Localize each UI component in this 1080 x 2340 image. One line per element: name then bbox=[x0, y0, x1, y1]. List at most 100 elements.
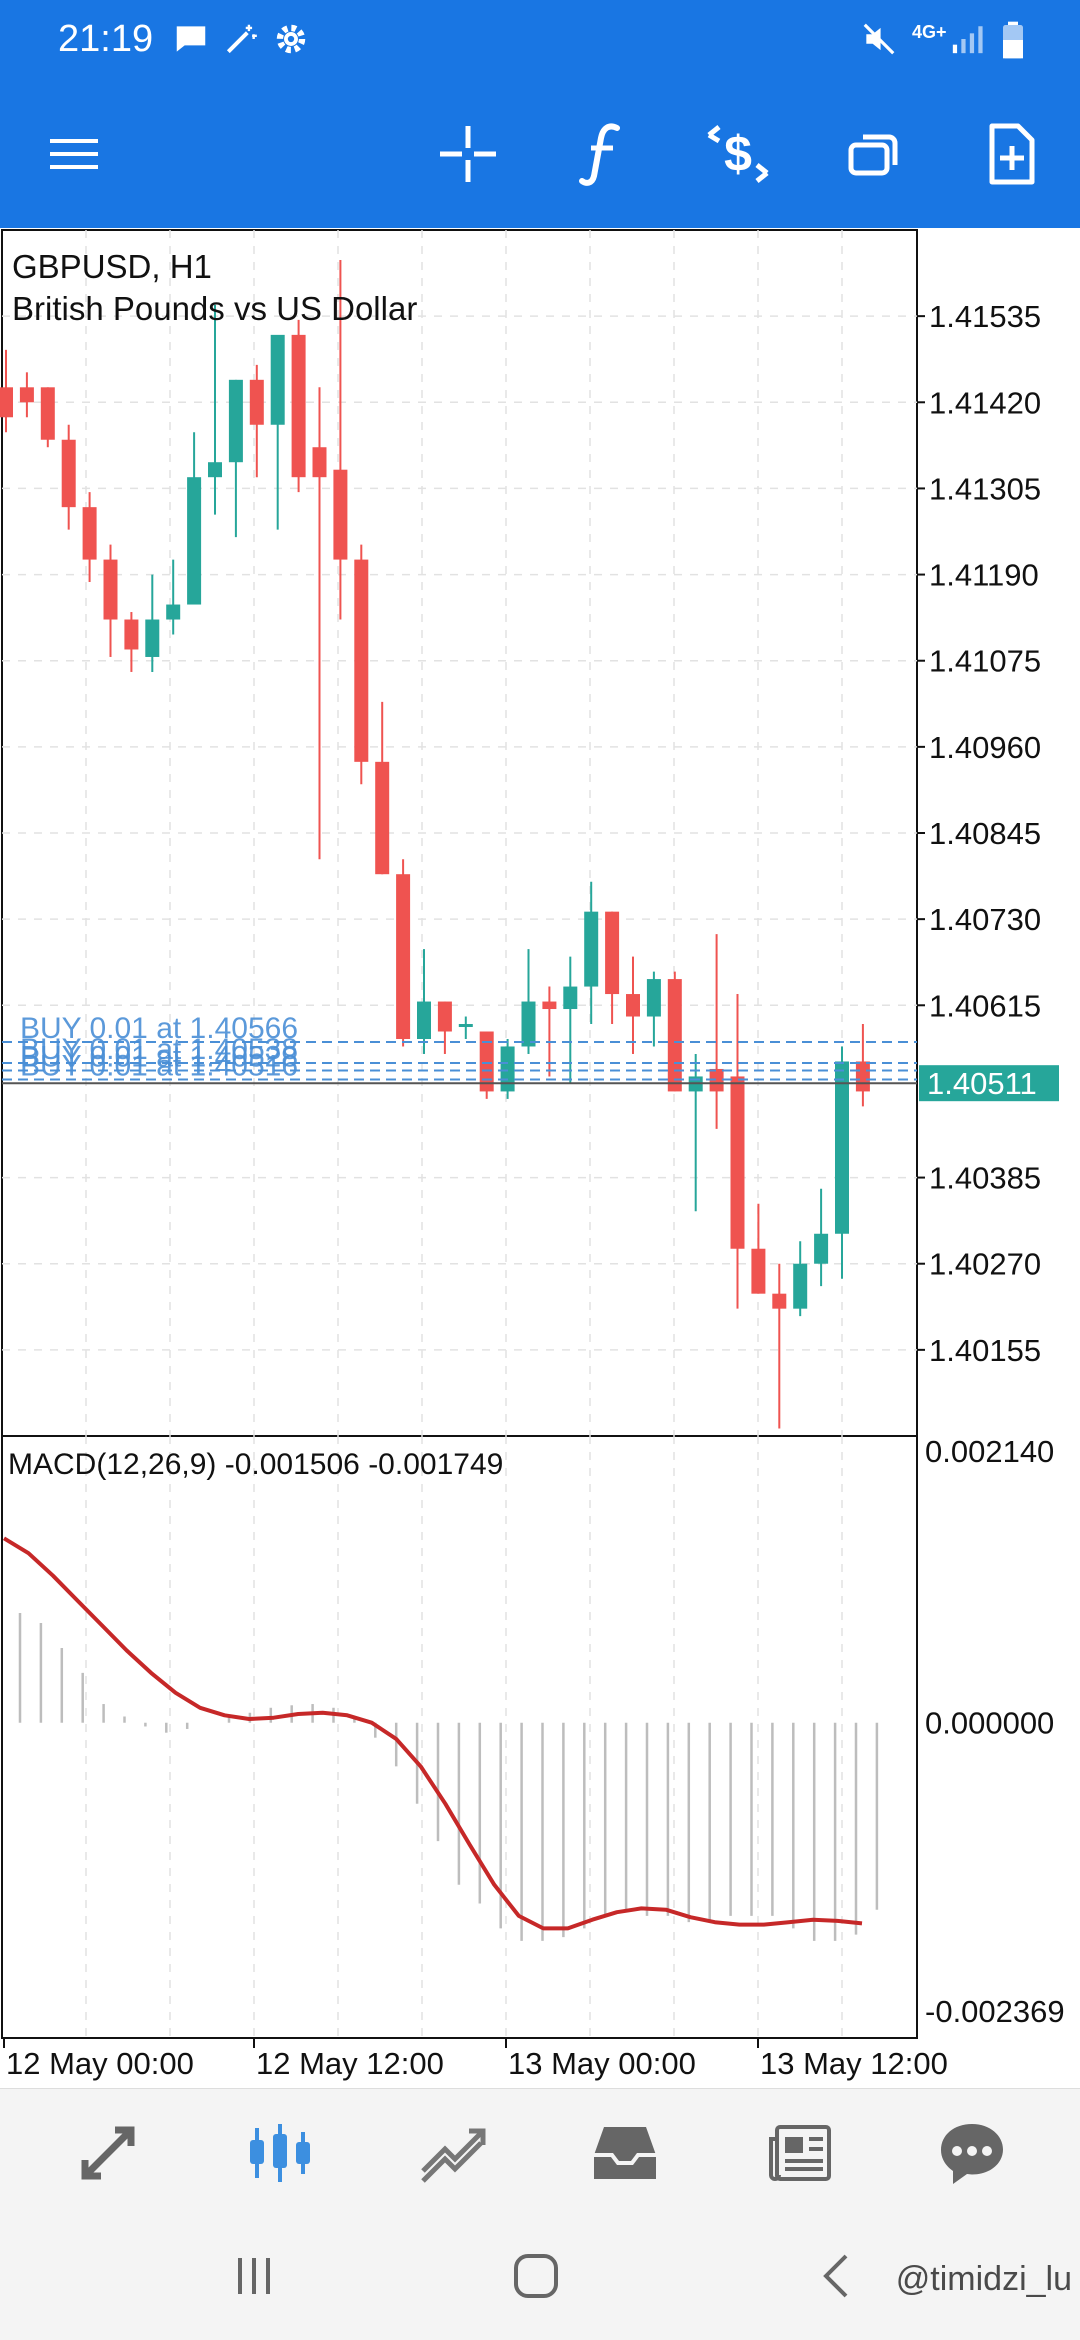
candle-body bbox=[521, 1001, 536, 1047]
price-label: 1.40270 bbox=[929, 1247, 1041, 1282]
candle-body bbox=[458, 1024, 473, 1028]
trade-dollar-icon[interactable]: $ bbox=[688, 104, 788, 204]
symbol-label: GBPUSD, H1 bbox=[12, 248, 212, 285]
candle-body bbox=[772, 1293, 787, 1309]
candle-body bbox=[626, 994, 640, 1017]
time-axis: 12 May 00:00 12 May 12:00 13 May 00:00 13 M… bbox=[3, 2038, 948, 2081]
price-label: 1.40385 bbox=[929, 1161, 1041, 1196]
order-line-label: BUY 0.01 at 1.40538 bbox=[20, 1033, 298, 1066]
price-label: 1.40155 bbox=[929, 1333, 1041, 1368]
order-line-label: BUY 0.01 at 1.40516 bbox=[20, 1049, 298, 1082]
news-icon[interactable] bbox=[750, 2103, 850, 2203]
bottom-navigation bbox=[0, 2088, 1080, 2217]
candle-body bbox=[667, 979, 682, 1092]
order-line-label: BUY 0.01 at 1.40566 bbox=[20, 1012, 298, 1045]
chart-area[interactable]: BUY 0.01 at 1.40566 BUY 0.01 at 1.40538 BU… bbox=[0, 228, 1080, 2088]
status-time: 21:19 bbox=[58, 18, 154, 60]
menu-icon[interactable] bbox=[24, 104, 124, 204]
macd-signal-line bbox=[2, 1536, 863, 1931]
candle-body bbox=[730, 1076, 745, 1249]
price-panel-frame bbox=[1, 229, 918, 1437]
candlestick-series bbox=[0, 259, 870, 1429]
candle-body bbox=[751, 1248, 766, 1294]
candle-body bbox=[646, 979, 661, 1017]
battery-icon bbox=[1000, 20, 1026, 65]
indicator-f-icon[interactable] bbox=[552, 104, 652, 204]
signal-icon bbox=[950, 20, 984, 63]
time-label: 12 May 00:00 bbox=[6, 2046, 194, 2081]
macd-panel-frame bbox=[1, 1435, 918, 2039]
candle-body bbox=[61, 439, 76, 508]
candle-body bbox=[166, 604, 181, 620]
candle-body bbox=[208, 462, 222, 478]
network-type: 4G+ bbox=[912, 22, 947, 42]
price-label: 1.40960 bbox=[929, 730, 1041, 765]
candle-body bbox=[375, 761, 390, 875]
history-icon[interactable] bbox=[575, 2103, 675, 2203]
candle-body bbox=[228, 379, 243, 463]
time-label: 13 May 12:00 bbox=[760, 2046, 948, 2081]
status-bar: 21:19 4G+ bbox=[0, 0, 1080, 80]
candle-body bbox=[855, 1061, 870, 1092]
svg-text:$: $ bbox=[724, 126, 752, 182]
home-icon[interactable] bbox=[496, 2246, 576, 2306]
candle-body bbox=[0, 387, 13, 418]
recent-apps-icon[interactable] bbox=[214, 2246, 294, 2306]
macd-axis-label: 0.000000 bbox=[925, 1706, 1054, 1741]
gear-icon bbox=[272, 20, 310, 63]
mute-icon bbox=[860, 20, 898, 63]
candle-body bbox=[40, 387, 55, 440]
macd-panel: 0.002140 0.000000 -0.002369 bbox=[2, 1434, 1065, 2029]
candle-body bbox=[500, 1046, 515, 1092]
candle-body bbox=[793, 1263, 808, 1309]
time-label: 13 May 00:00 bbox=[508, 2046, 696, 2081]
trade-icon[interactable] bbox=[404, 2103, 504, 2203]
candle-body bbox=[19, 387, 34, 403]
candle-body bbox=[312, 447, 327, 478]
candle-body bbox=[124, 619, 139, 650]
watermark: @timidzi_lu bbox=[895, 2260, 1072, 2298]
price-label: 1.41190 bbox=[929, 558, 1039, 593]
symbol-description: British Pounds vs US Dollar bbox=[12, 290, 417, 327]
macd-axis-label: -0.002369 bbox=[925, 1994, 1065, 2029]
time-label: 12 May 12:00 bbox=[256, 2046, 444, 2081]
candle-body bbox=[249, 379, 264, 425]
new-order-icon[interactable] bbox=[962, 104, 1062, 204]
candle-body bbox=[835, 1061, 849, 1234]
macd-axis-label: 0.002140 bbox=[925, 1434, 1054, 1469]
chart-icon[interactable] bbox=[230, 2103, 330, 2203]
price-label: 1.40845 bbox=[929, 816, 1041, 851]
chat-icon[interactable] bbox=[922, 2103, 1022, 2203]
magic-wand-icon bbox=[222, 20, 260, 63]
candle-body bbox=[145, 619, 160, 657]
current-price-tag bbox=[919, 1065, 1059, 1102]
candle-body bbox=[333, 469, 348, 560]
price-label: 1.41535 bbox=[929, 299, 1041, 334]
message-icon bbox=[172, 20, 210, 63]
top-toolbar: $ bbox=[0, 80, 1080, 228]
candle-body bbox=[354, 559, 369, 762]
candle-body bbox=[709, 1068, 724, 1092]
back-icon[interactable] bbox=[796, 2246, 876, 2306]
candle-body bbox=[479, 1031, 494, 1092]
candle-body bbox=[82, 507, 97, 560]
candle-body bbox=[605, 911, 620, 995]
candle-body bbox=[563, 986, 578, 1010]
order-line-label: BUY 0.01 at 1.40528 bbox=[20, 1040, 298, 1073]
system-navigation: @timidzi_lu bbox=[0, 2216, 1080, 2340]
price-label: 1.41305 bbox=[929, 471, 1041, 506]
candle-body bbox=[814, 1233, 829, 1264]
crosshair-icon[interactable] bbox=[418, 104, 518, 204]
candle-body bbox=[270, 334, 285, 425]
candle-body bbox=[187, 477, 202, 605]
price-label: 1.41420 bbox=[929, 385, 1041, 420]
candle-body bbox=[291, 334, 306, 478]
windows-icon[interactable] bbox=[825, 104, 925, 204]
candle-body bbox=[103, 559, 118, 620]
candle-body bbox=[584, 911, 599, 987]
macd-label: MACD(12,26,9) -0.001506 -0.001749 bbox=[8, 1448, 503, 1481]
price-label: 1.40615 bbox=[929, 988, 1041, 1023]
quotes-icon[interactable] bbox=[58, 2103, 158, 2203]
